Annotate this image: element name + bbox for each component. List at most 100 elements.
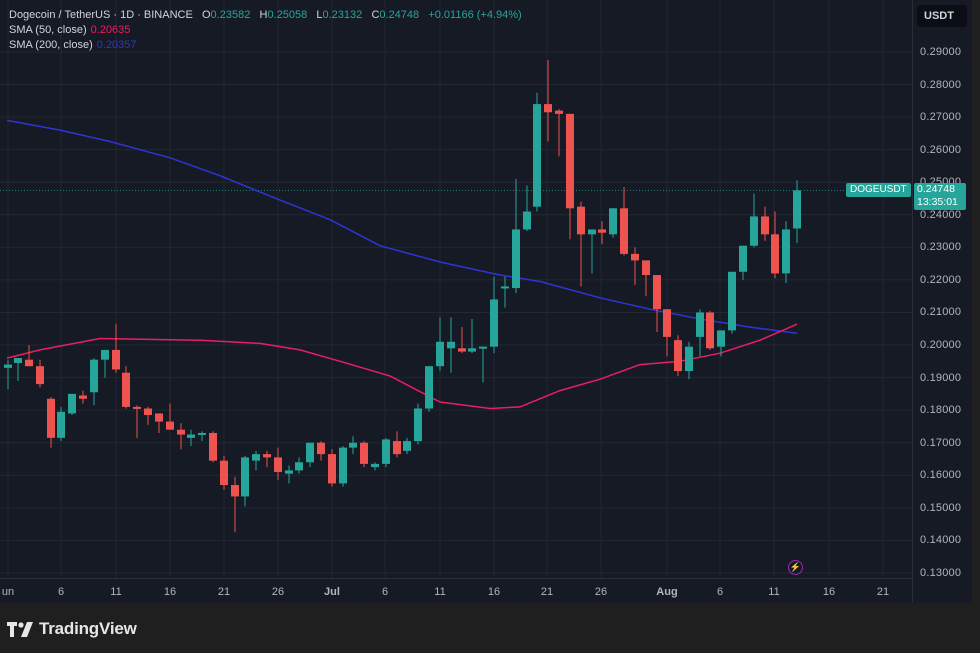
candle[interactable] [577, 201, 585, 287]
candle[interactable] [490, 276, 498, 354]
candle[interactable] [68, 393, 76, 416]
candle[interactable] [717, 330, 725, 357]
candle[interactable] [285, 465, 293, 484]
candle[interactable] [317, 441, 325, 461]
tradingview-logo-icon [7, 621, 33, 637]
candle[interactable] [274, 447, 282, 481]
candle[interactable] [663, 309, 671, 357]
candle[interactable] [533, 92, 541, 212]
candle[interactable] [609, 208, 617, 238]
candle[interactable] [79, 390, 87, 404]
candle[interactable] [771, 211, 779, 279]
candle[interactable] [782, 221, 790, 284]
candle[interactable] [90, 358, 98, 406]
price-tick: 0.29000 [920, 46, 962, 58]
time-tick: 16 [822, 586, 836, 598]
price-tick: 0.21000 [920, 306, 962, 319]
candle[interactable] [793, 180, 801, 244]
candle[interactable] [436, 317, 444, 372]
price-axis[interactable]: 0.290000.280000.270000.260000.250000.240… [912, 0, 973, 603]
candle[interactable] [25, 345, 33, 367]
price-chart-plot[interactable] [0, 0, 912, 578]
candle[interactable] [523, 185, 531, 232]
candle[interactable] [706, 310, 714, 350]
candle[interactable] [166, 403, 174, 430]
price-tick: 0.20000 [920, 339, 962, 352]
time-tick: 21 [540, 586, 554, 598]
candle[interactable] [414, 403, 422, 445]
candle[interactable] [403, 437, 411, 455]
candle[interactable] [339, 445, 347, 487]
price-tick: 0.14000 [920, 534, 962, 547]
candle[interactable] [198, 431, 206, 442]
time-axis[interactable]: un 6 11 16 21 26 Jul 6 11 16 21 26 Aug 6 11 16 21 [0, 578, 912, 604]
last-price-value: 0.24748 [917, 183, 955, 195]
candle[interactable] [263, 450, 271, 468]
candle[interactable] [696, 309, 704, 357]
candle[interactable] [47, 397, 55, 448]
candle[interactable] [631, 247, 639, 285]
candle[interactable] [479, 346, 487, 383]
candle[interactable] [555, 108, 563, 157]
tradingview-logo[interactable]: TradingView [7, 618, 137, 640]
candle[interactable] [642, 260, 650, 297]
candle[interactable] [122, 366, 130, 409]
candle[interactable] [4, 359, 12, 389]
candle[interactable] [306, 442, 314, 468]
bar-countdown: 13:35:01 [917, 196, 958, 208]
candle[interactable] [653, 275, 661, 333]
time-tick: 11 [434, 586, 446, 598]
candle[interactable] [382, 437, 390, 468]
candle[interactable] [328, 449, 336, 487]
candle[interactable] [349, 436, 357, 455]
sma50-value: 0.20635 [90, 24, 131, 36]
candle[interactable] [620, 187, 628, 256]
candle[interactable] [360, 441, 368, 468]
sma200-legend[interactable]: SMA (200, close) 0.20357 [9, 39, 137, 51]
price-tick: 0.28000 [920, 78, 962, 91]
candle[interactable] [566, 113, 574, 240]
candle[interactable] [468, 318, 476, 354]
candle[interactable] [36, 359, 44, 388]
candle[interactable] [685, 341, 693, 380]
chart-frame: Dogecoin / TetherUS · 1D · BINANCE O0.23… [0, 0, 973, 604]
price-tick: 0.13000 [920, 566, 962, 579]
candle[interactable] [241, 455, 249, 507]
candle[interactable] [447, 317, 455, 373]
sma50-legend[interactable]: SMA (50, close) 0.20635 [9, 24, 131, 36]
candle[interactable] [425, 366, 433, 412]
candle[interactable] [144, 406, 152, 425]
candle[interactable] [14, 358, 22, 381]
candle[interactable] [155, 413, 163, 433]
candle[interactable] [133, 405, 141, 438]
candle[interactable] [101, 349, 109, 378]
time-tick: 6 [381, 586, 389, 598]
candle[interactable] [393, 431, 401, 458]
candle[interactable] [750, 193, 758, 248]
candle[interactable] [674, 335, 682, 376]
candle[interactable] [209, 431, 217, 463]
sma200-line[interactable] [6, 119, 798, 335]
candle[interactable] [187, 429, 195, 446]
candle[interactable] [220, 455, 228, 490]
currency-button[interactable]: USDT [917, 5, 967, 27]
candle[interactable] [739, 245, 747, 280]
candle[interactable] [598, 221, 606, 245]
candle[interactable] [761, 206, 769, 241]
candle[interactable] [295, 457, 303, 474]
candle[interactable] [728, 271, 736, 334]
candle[interactable] [231, 476, 239, 533]
lightning-event-icon[interactable]: ⚡ [788, 560, 803, 575]
candle[interactable] [177, 423, 185, 450]
candle[interactable] [544, 60, 552, 142]
candle[interactable] [588, 229, 596, 274]
candle[interactable] [252, 450, 260, 471]
candle[interactable] [371, 462, 379, 471]
candle[interactable] [501, 276, 509, 308]
candle[interactable] [112, 323, 120, 373]
candles [4, 60, 801, 533]
symbol-title[interactable]: Dogecoin / TetherUS · 1D · BINANCE [9, 9, 193, 21]
candle[interactable] [57, 406, 65, 442]
candle[interactable] [512, 178, 520, 293]
candle[interactable] [458, 327, 466, 354]
